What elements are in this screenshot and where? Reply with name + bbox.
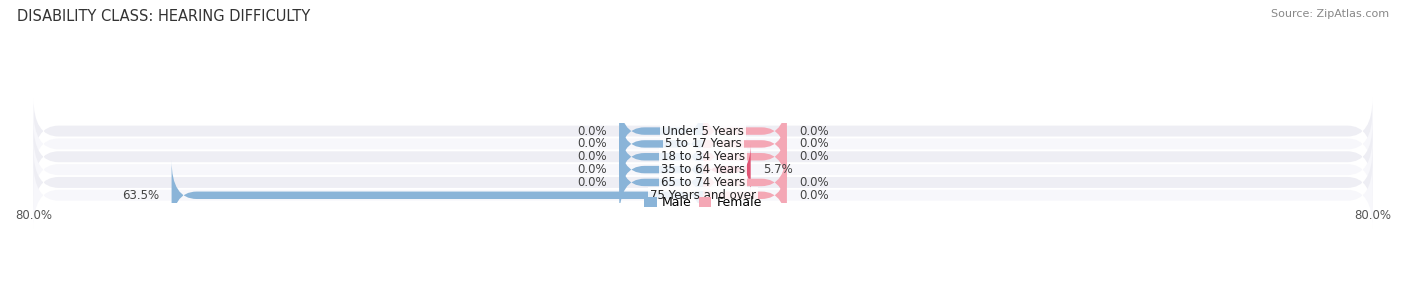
Text: 0.0%: 0.0% bbox=[576, 176, 607, 189]
FancyBboxPatch shape bbox=[619, 96, 703, 166]
FancyBboxPatch shape bbox=[172, 160, 703, 230]
FancyBboxPatch shape bbox=[703, 109, 787, 179]
Text: 0.0%: 0.0% bbox=[799, 150, 830, 163]
FancyBboxPatch shape bbox=[703, 96, 787, 166]
Text: Source: ZipAtlas.com: Source: ZipAtlas.com bbox=[1271, 9, 1389, 19]
FancyBboxPatch shape bbox=[703, 122, 787, 192]
Text: 63.5%: 63.5% bbox=[122, 189, 159, 202]
FancyBboxPatch shape bbox=[34, 124, 1372, 190]
Text: 0.0%: 0.0% bbox=[576, 163, 607, 176]
Text: 0.0%: 0.0% bbox=[576, 124, 607, 138]
Text: 5.7%: 5.7% bbox=[763, 163, 793, 176]
FancyBboxPatch shape bbox=[619, 122, 703, 192]
Text: 0.0%: 0.0% bbox=[799, 176, 830, 189]
Text: 35 to 64 Years: 35 to 64 Years bbox=[661, 163, 745, 176]
FancyBboxPatch shape bbox=[703, 148, 787, 217]
FancyBboxPatch shape bbox=[619, 148, 703, 217]
Text: 5 to 17 Years: 5 to 17 Years bbox=[665, 138, 741, 150]
FancyBboxPatch shape bbox=[34, 149, 1372, 216]
Text: 0.0%: 0.0% bbox=[576, 138, 607, 150]
FancyBboxPatch shape bbox=[703, 144, 751, 195]
Text: 75 Years and over: 75 Years and over bbox=[650, 189, 756, 202]
Text: 0.0%: 0.0% bbox=[799, 138, 830, 150]
FancyBboxPatch shape bbox=[619, 109, 703, 179]
FancyBboxPatch shape bbox=[619, 135, 703, 204]
Text: 65 to 74 Years: 65 to 74 Years bbox=[661, 176, 745, 189]
Text: 0.0%: 0.0% bbox=[799, 189, 830, 202]
Text: 0.0%: 0.0% bbox=[799, 124, 830, 138]
Text: Under 5 Years: Under 5 Years bbox=[662, 124, 744, 138]
Text: 18 to 34 Years: 18 to 34 Years bbox=[661, 150, 745, 163]
Text: DISABILITY CLASS: HEARING DIFFICULTY: DISABILITY CLASS: HEARING DIFFICULTY bbox=[17, 9, 311, 24]
Legend: Male, Female: Male, Female bbox=[640, 191, 766, 214]
FancyBboxPatch shape bbox=[34, 162, 1372, 228]
FancyBboxPatch shape bbox=[34, 137, 1372, 203]
Text: 0.0%: 0.0% bbox=[576, 150, 607, 163]
FancyBboxPatch shape bbox=[34, 111, 1372, 177]
FancyBboxPatch shape bbox=[703, 160, 787, 230]
FancyBboxPatch shape bbox=[34, 98, 1372, 164]
